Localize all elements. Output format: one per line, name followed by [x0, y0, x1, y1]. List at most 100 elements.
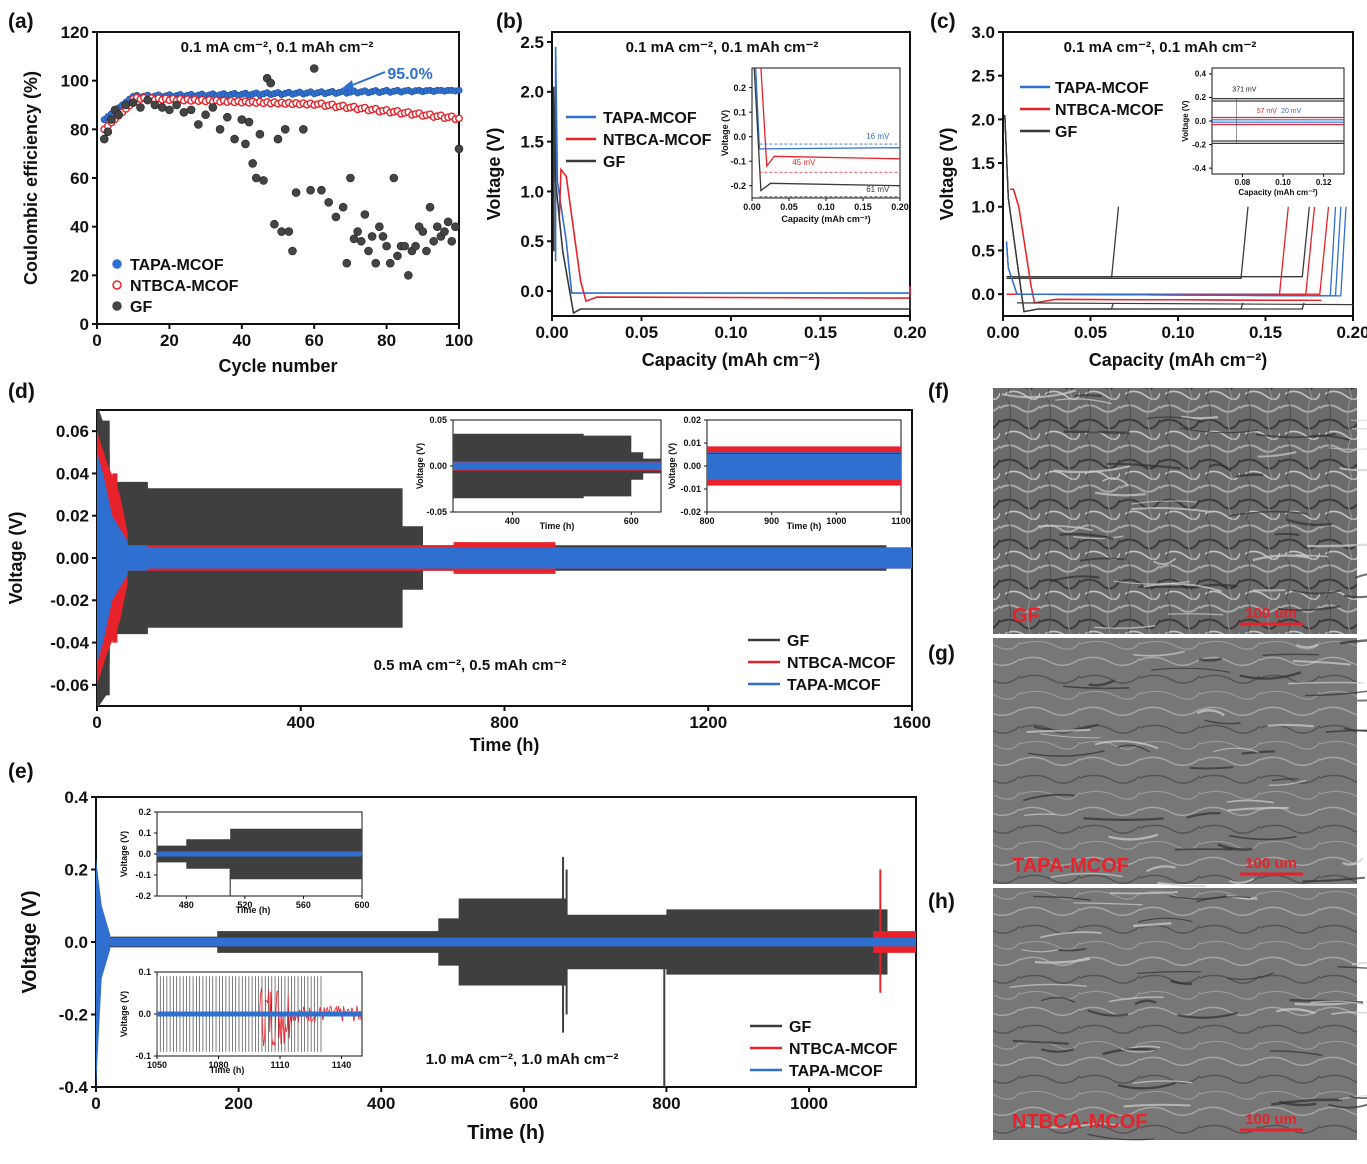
inset-x-label: Capacity (mAh cm⁻²)	[781, 214, 870, 224]
sem-texture	[1175, 849, 1233, 850]
legend-marker	[113, 260, 121, 268]
x-tick-label: 0.05	[1074, 323, 1107, 342]
y-tick-label: -0.02	[680, 507, 701, 517]
data-point	[270, 220, 278, 228]
x-tick-label: 0	[91, 1094, 100, 1113]
y-tick-label: 0.0	[971, 285, 995, 304]
y-tick-label: 2.5	[520, 33, 544, 52]
data-point	[372, 259, 380, 267]
y-tick-label: 0.0	[733, 132, 746, 142]
panel-label-a: (a)	[8, 10, 34, 33]
data-point	[430, 237, 438, 245]
x-tick-label: 400	[287, 713, 315, 732]
y-tick-label: 0.2	[733, 83, 746, 93]
data-point	[122, 101, 130, 109]
chart-c-title: 0.1 mA cm⁻², 0.1 mAh cm⁻²	[1064, 39, 1257, 56]
data-point	[386, 259, 394, 267]
scale-bar-label: 100 um	[1245, 855, 1297, 872]
x-tick-label: 0.15	[804, 323, 837, 342]
sem-texture	[1075, 395, 1102, 396]
scale-bar-label: 100 um	[1245, 1111, 1297, 1128]
sem-texture	[1357, 700, 1367, 701]
data-point	[274, 135, 282, 143]
data-point	[165, 106, 173, 114]
y-axis-label: Coulombic efficiency (%)	[21, 71, 41, 285]
series-line-gf	[1007, 207, 1249, 279]
chart-e-condition: 1.0 mA cm⁻², 1.0 mAh cm⁻²	[426, 1051, 619, 1068]
x-tick-label: 0.10	[714, 323, 747, 342]
y-tick-label: 20	[70, 266, 89, 285]
inset-line-ntbca	[761, 68, 900, 166]
data-point	[390, 174, 398, 182]
y-tick-label: 0.04	[56, 464, 90, 483]
panel-label-h: (h)	[928, 890, 955, 913]
data-point	[209, 103, 217, 111]
legend-label: GF	[787, 633, 809, 650]
legend-label: NTBCA-MCOF	[787, 655, 896, 672]
y-tick-label: 0.0	[138, 849, 151, 859]
series-line-gf	[1005, 115, 1304, 312]
inset-annotation: 20 mV	[1281, 108, 1302, 115]
y-tick-label: -0.2	[1192, 140, 1206, 149]
x-tick-label: 1100	[891, 516, 911, 526]
legend-label: GF	[603, 154, 625, 171]
y-axis-label: Voltage (V)	[19, 891, 41, 994]
data-point	[455, 145, 463, 153]
y-tick-label: -0.1	[135, 1051, 151, 1061]
x-tick-label: 0	[92, 713, 101, 732]
data-point	[317, 186, 325, 194]
x-tick-label: 0.10	[817, 202, 835, 212]
series-line-gf	[1005, 115, 1243, 312]
data-point	[241, 140, 249, 148]
y-tick-label: 0	[80, 315, 89, 334]
data-point	[299, 125, 307, 133]
legend-label: TAPA-MCOF	[130, 257, 224, 274]
data-point	[151, 101, 159, 109]
x-tick-label: 0	[92, 331, 101, 350]
chart-a-annotation: 95.0%	[387, 66, 432, 83]
inset-x-label: Time (h)	[236, 905, 271, 915]
x-tick-label: 60	[305, 331, 324, 350]
y-tick-label: -0.2	[135, 891, 151, 901]
y-tick-label: -0.1	[135, 870, 151, 880]
y-tick-label: 1.0	[520, 182, 544, 201]
legend-label: NTBCA-MCOF	[603, 132, 712, 149]
data-point	[104, 128, 112, 136]
data-point	[307, 186, 315, 194]
x-tick-label: 400	[367, 1094, 395, 1113]
data-point	[375, 223, 383, 231]
x-axis-label: Cycle number	[218, 356, 337, 376]
y-tick-label: 0.0	[64, 933, 88, 952]
x-tick-label: 0.00	[743, 202, 761, 212]
data-point	[292, 189, 300, 197]
x-tick-label: 0.20	[893, 323, 926, 342]
legend-marker	[113, 302, 121, 310]
inset-y-label: Voltage (V)	[720, 110, 730, 156]
sem-texture	[1064, 432, 1130, 433]
legend-marker	[113, 281, 121, 289]
x-tick-label: 600	[510, 1094, 538, 1113]
inset-band-tapa	[453, 462, 661, 469]
panel-label-b: (b)	[496, 10, 523, 33]
y-tick-label: -0.2	[59, 1005, 88, 1024]
data-point	[368, 232, 376, 240]
x-tick-label: 1000	[826, 516, 846, 526]
data-point	[310, 65, 318, 73]
data-point	[136, 103, 144, 111]
series-line-gf	[1007, 207, 1310, 277]
data-point	[448, 237, 456, 245]
x-tick-label: 1050	[147, 1060, 167, 1070]
inset-band-tapa	[157, 1012, 362, 1017]
data-point	[252, 174, 260, 182]
data-point	[441, 228, 449, 236]
data-point	[346, 174, 354, 182]
